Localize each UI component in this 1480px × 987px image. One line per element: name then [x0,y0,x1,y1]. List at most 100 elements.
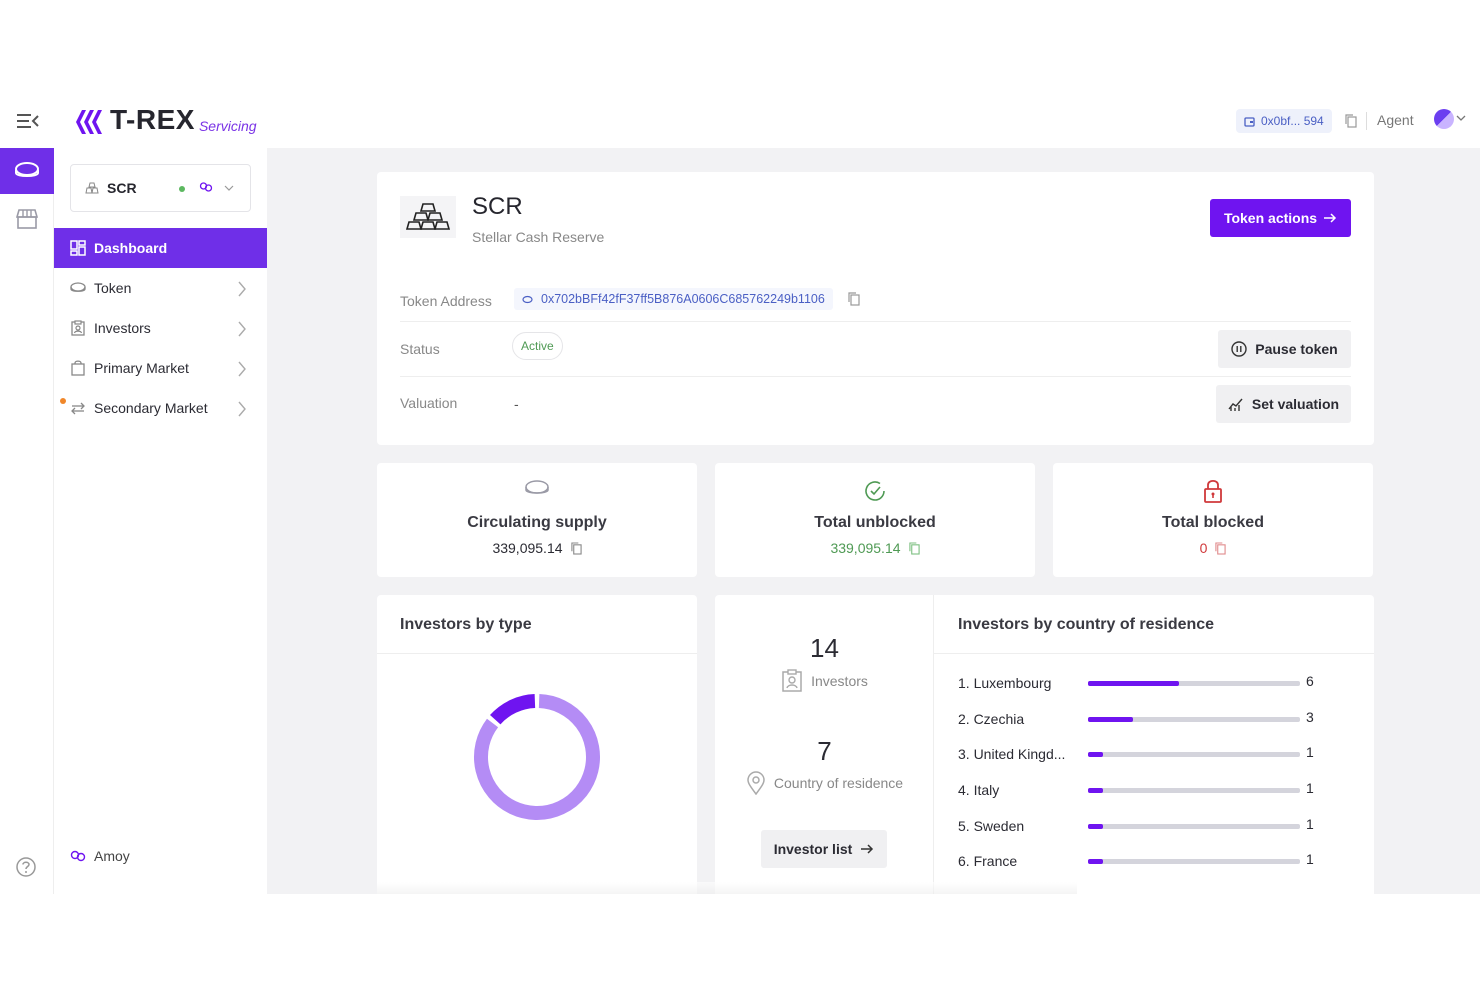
nav-primary-market[interactable]: Primary Market [54,348,267,388]
nav-investors[interactable]: Investors [54,308,267,348]
icon-rail [0,148,54,894]
token-image [400,196,456,238]
row-divider [400,321,1351,322]
country-count: 1 [1306,816,1314,832]
valuation-label: Valuation [400,395,458,411]
country-row: 2. Czechia 3 [958,709,1338,729]
pause-circle-icon [1231,341,1247,357]
chevron-right-icon [238,321,246,337]
network-name: Amoy [94,848,130,864]
nav-secondary-market[interactable]: Secondary Market [54,388,267,428]
nav-label: Dashboard [94,240,168,256]
copy-icon[interactable] [570,541,582,555]
country-name: 1. Luxembourg [958,675,1052,691]
countries-count: 7 [817,736,832,766]
stat-title: Total unblocked [814,514,936,531]
pause-token-label: Pause token [1255,341,1338,357]
stat-title: Circulating supply [467,514,607,531]
coin-icon [70,282,86,292]
lock-icon [1204,479,1222,503]
copy-icon[interactable] [1215,541,1227,555]
exchange-icon [71,402,85,415]
chevron-right-icon [238,361,246,377]
country-name: 2. Czechia [958,711,1025,727]
country-count: 3 [1306,709,1314,725]
donut-segment[interactable] [490,694,536,725]
country-bar [1088,752,1300,757]
rail-marketplace[interactable] [0,196,54,242]
countries-count-label: Country of residence [715,771,934,795]
wallet-address-chip[interactable]: 0x0bf... 594 [1236,109,1332,133]
country-count: 1 [1306,744,1314,760]
selected-token-symbol: SCR [107,180,137,196]
investor-list-label: Investor list [773,841,853,857]
section-title: Investors by type [400,616,532,633]
wallet-address: 0x0bf... 594 [1261,114,1324,128]
row-divider [400,376,1351,377]
investors-by-type-card: Investors by type [377,595,697,894]
copy-address-icon[interactable] [848,292,860,306]
nav-label: Secondary Market [94,400,208,416]
country-bar-fill [1088,752,1103,757]
country-name: 3. United Kingd... [958,746,1066,762]
chevron-down-icon[interactable] [1456,113,1466,123]
set-valuation-button[interactable]: Set valuation [1216,385,1351,423]
country-bar [1088,859,1300,864]
rail-tokens[interactable] [0,148,54,194]
store-icon [15,209,39,229]
arrow-right-icon [861,844,874,854]
country-row: 6. France 1 [958,851,1338,871]
country-bar-fill [1088,859,1103,864]
country-row: 3. United Kingd... 1 [958,744,1338,764]
user-avatar[interactable] [1434,109,1454,129]
top-header: T-REX Servicing 0x0bf... 594 Agent [0,92,1480,148]
link-icon [199,182,213,192]
token-symbol: SCR [472,193,523,220]
token-full-name: Stellar Cash Reserve [472,229,605,245]
stat-value: 339,095.14 [492,540,563,556]
help-icon[interactable] [15,856,37,878]
token-address-label: Token Address [400,293,492,309]
gold-bars-icon [85,182,99,194]
notification-dot [60,398,66,404]
chevron-right-icon [238,401,246,417]
copy-icon[interactable] [908,541,920,555]
country-count: 6 [1306,673,1314,689]
token-actions-button[interactable]: Token actions [1210,199,1351,237]
section-divider [934,653,1374,654]
stat-value-row: 339,095.14 [715,540,1035,556]
brand-logo[interactable]: T-REX Servicing [74,104,257,136]
token-selector[interactable]: SCR [70,164,251,212]
investor-list-button[interactable]: Investor list [761,830,887,868]
stat-title: Total blocked [1162,514,1264,531]
country-name: 6. France [958,853,1018,869]
gold-bars-icon [405,203,451,230]
total-blocked-card: Total blocked 0 [1053,463,1373,577]
nav-dashboard[interactable]: Dashboard [54,228,267,268]
stat-value: 339,095.14 [830,540,901,556]
user-role: Agent [1377,112,1414,128]
section-divider [377,653,697,654]
copy-wallet-icon[interactable] [1345,114,1357,128]
chevron-right-icon [238,281,246,297]
clipboard-user-icon [782,669,802,692]
token-overview-card: SCR Stellar Cash Reserve Token actions T… [377,172,1374,445]
investors-count-label: Investors [715,669,934,693]
network-indicator[interactable]: Amoy [70,848,130,864]
country-bar [1088,824,1300,829]
clipboard-user-icon [71,320,85,336]
investors-summary-card: 14 Investors 7 Country of residence Inve… [715,595,1374,894]
nav-label: Primary Market [94,360,189,376]
nav-label: Token [94,280,132,296]
nav-token[interactable]: Token [54,268,267,308]
nav-label: Investors [94,320,151,336]
brand-name: T-REX [110,104,195,135]
country-row: 1. Luxembourg 6 [958,673,1338,693]
collapse-menu-icon[interactable] [14,110,40,132]
donut-segment[interactable] [474,694,600,820]
header-divider [1366,112,1367,130]
pause-token-button[interactable]: Pause token [1218,330,1351,368]
token-address-chip[interactable]: 0x702bBFf42fF37ff5B876A0606C685762249b11… [514,288,833,310]
stat-value-row: 0 [1053,540,1373,556]
sidebar: SCR Dashboard Token Investors Primary Ma… [54,148,267,894]
